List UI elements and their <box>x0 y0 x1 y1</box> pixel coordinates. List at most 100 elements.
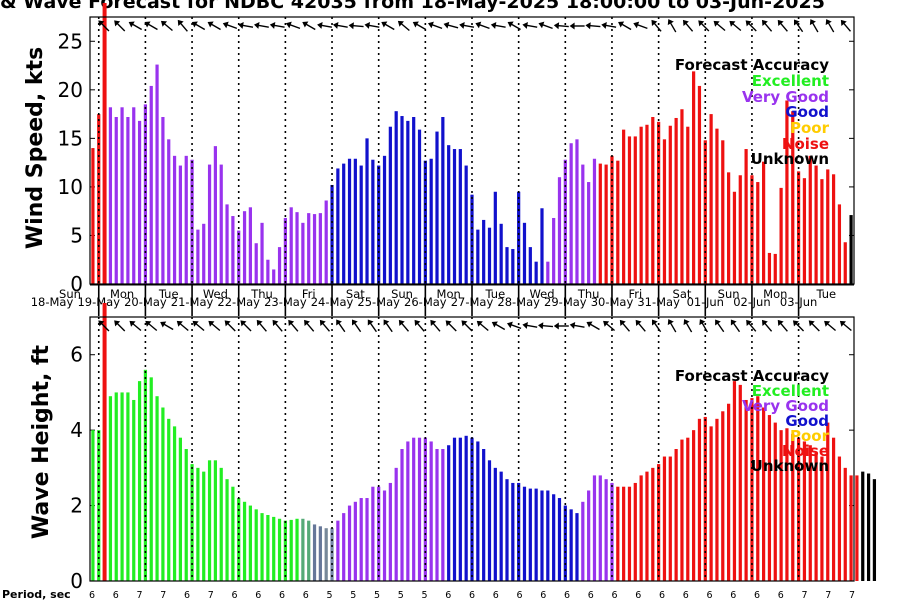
wind-speed-bar <box>762 161 766 284</box>
day-date: 21-May <box>171 295 214 309</box>
period-value: 6 <box>611 590 617 600</box>
day-date: 29-May <box>544 295 587 309</box>
wind-speed-bar <box>686 126 690 285</box>
wind-speed-bar <box>155 64 159 284</box>
wave-height-direction-arrow <box>839 320 852 332</box>
wind-speed-bar <box>458 149 462 284</box>
wave-height-bar <box>651 467 655 581</box>
wind-speed-bar <box>668 125 672 285</box>
wave-height-bar <box>721 411 725 581</box>
wave-height-bar <box>272 516 276 581</box>
wind-speed-bar <box>394 111 398 285</box>
wind-speed-bar <box>680 109 684 285</box>
wind-speed-direction-arrow <box>459 22 475 29</box>
wave-height-bar <box>610 482 614 581</box>
wind-speed-direction-arrow <box>254 22 269 29</box>
wind-speed-bar <box>808 155 812 284</box>
wave-height-bar <box>581 501 585 581</box>
wind-speed-bar <box>441 117 445 284</box>
day-weekday: Tue <box>485 287 506 301</box>
period-value: 6 <box>113 590 119 600</box>
wave-height-bar <box>172 426 177 581</box>
wind-speed-chart: Wind Speed, kts 0 5 10 15 20 25 Forecast Accu… <box>23 3 855 296</box>
wind-legend-unknown: Unknown <box>751 150 829 168</box>
wave-height-direction-arrow <box>445 320 457 332</box>
wave-height-direction-arrow <box>160 321 174 331</box>
period-value: 6 <box>493 590 499 600</box>
day-weekday: Mon <box>110 287 134 301</box>
wave-height-bar <box>207 460 212 581</box>
wave-height-bar <box>324 528 328 581</box>
period-value: 5 <box>350 590 356 600</box>
wind-speed-bar <box>802 178 807 284</box>
wave-height-direction-arrow <box>491 321 506 331</box>
wave-height-bar <box>616 486 620 581</box>
wind-speed-direction-arrow <box>317 22 333 29</box>
wind-speed-bar <box>97 114 101 284</box>
wind-speed-bar <box>849 215 853 284</box>
wind-speed-bar <box>592 158 597 284</box>
wind-legend-poor: Poor <box>790 119 830 137</box>
wave-height-bar <box>458 437 462 581</box>
wave-height-bars <box>91 317 877 581</box>
wind-legend-good: Good <box>785 103 829 121</box>
day-date: 26-May <box>404 295 447 309</box>
wave-direction-arrows <box>98 319 852 333</box>
wind-speed-direction-arrow <box>651 19 662 32</box>
wave-height-direction-arrow <box>192 320 205 332</box>
wind-speed-bar <box>575 139 579 284</box>
wind-speed-bar <box>318 213 322 284</box>
wind-speed-bar <box>435 131 439 284</box>
wind-speed-direction-arrow <box>177 19 188 32</box>
wind-speed-bar <box>207 164 212 284</box>
wind-speed-bar <box>598 163 602 284</box>
wind-speed-bar <box>353 158 357 284</box>
wind-speed-direction-arrow <box>490 22 506 29</box>
wind-speed-bar <box>505 247 509 284</box>
wave-height-bar <box>435 449 439 581</box>
period-value: 5 <box>398 590 404 600</box>
wave-height-direction-arrow <box>715 319 725 333</box>
wind-speed-bar <box>382 155 387 284</box>
day-date: 03-Jun <box>780 295 817 309</box>
wave-height-bar <box>540 490 544 581</box>
wave-height-bar <box>627 486 632 581</box>
wave-height-bar <box>633 482 637 581</box>
period-value: 7 <box>208 590 214 600</box>
day-weekday: Sun <box>391 287 413 301</box>
period-values: 6 6 7 7 6 7 6 6 6 6 5 5 5 5 5 6 6 6 6 6 6 6 6 6 6 6 6 6 6 6 7 7 7 <box>89 590 855 601</box>
day-date: 22-May <box>217 295 260 309</box>
wave-height-bar <box>762 407 766 581</box>
day-weekday: Thu <box>577 287 600 301</box>
day-weekday: Fri <box>302 287 316 301</box>
wave-height-bar <box>283 520 287 581</box>
wind-legend: Forecast Accuracy Excellent Very Good Go… <box>675 56 830 168</box>
wave-height-direction-arrow <box>538 322 554 330</box>
wave-height-direction-arrow <box>304 319 315 332</box>
wave-height-bar <box>487 460 492 581</box>
wind-speed-bar <box>464 165 468 284</box>
period-value: 7 <box>849 590 855 600</box>
wind-speed-bar <box>546 261 550 284</box>
wave-height-bar <box>849 475 853 581</box>
wave-height-direction-arrow <box>114 320 126 332</box>
period-value: 6 <box>255 590 261 600</box>
wind-speed-ytick-label: 5 <box>70 223 83 247</box>
wind-speed-bar <box>645 124 649 285</box>
wind-speed-bar <box>242 211 247 284</box>
wind-speed-direction-arrow <box>569 22 585 30</box>
period-value: 6 <box>279 590 285 600</box>
wave-height-bar <box>482 449 486 581</box>
wind-speed-bar <box>91 148 95 284</box>
wind-speed-bar <box>172 155 177 284</box>
wind-speed-direction-arrow <box>777 19 788 32</box>
wave-height-direction-arrow <box>746 319 757 332</box>
day-weekday: Fri <box>628 287 642 301</box>
wind-speed-direction-arrow <box>809 19 819 33</box>
wave-height-bar <box>353 501 357 581</box>
wind-speed-bar <box>312 214 317 284</box>
wave-height-bar <box>563 505 567 581</box>
wind-speed-bar <box>417 129 422 284</box>
wind-speed-direction-arrow <box>114 20 126 32</box>
wind-speed-bar <box>167 139 171 284</box>
